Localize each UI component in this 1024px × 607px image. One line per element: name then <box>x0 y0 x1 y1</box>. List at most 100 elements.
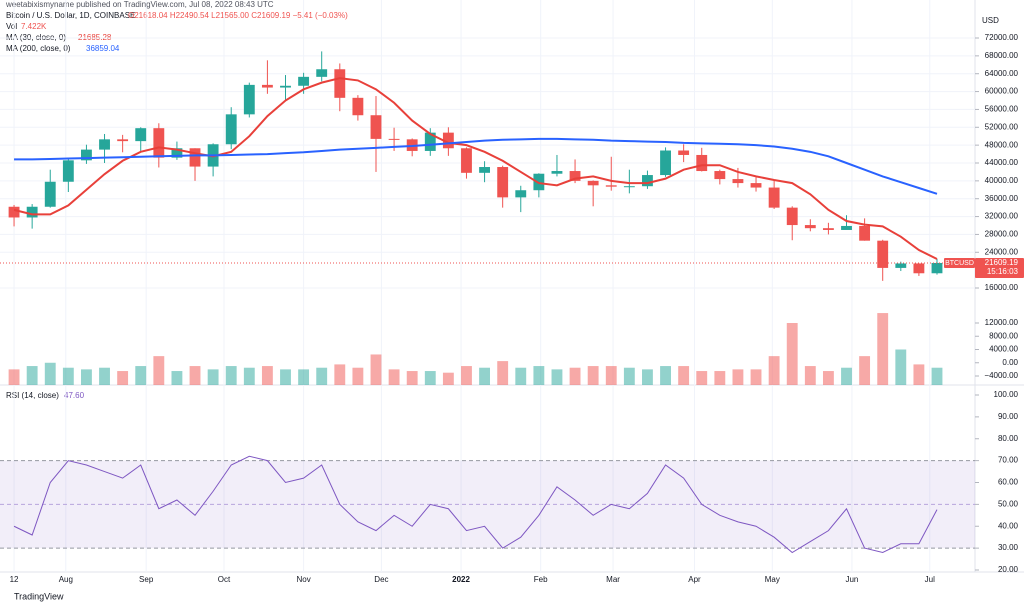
candle-body <box>786 207 798 226</box>
ma-line <box>13 77 938 260</box>
volume-bar <box>660 366 671 385</box>
candle-body <box>442 132 454 149</box>
volume-bar <box>768 356 780 385</box>
rsi-value: 47.60 <box>64 391 85 400</box>
candle-body <box>750 183 762 188</box>
volume-bar <box>99 367 110 385</box>
volume-bar <box>497 361 509 385</box>
candle-body <box>895 263 907 268</box>
volume-bar <box>44 362 56 385</box>
volume-bar <box>696 371 708 385</box>
volume-bar <box>117 371 129 385</box>
price-tag <box>975 257 1024 278</box>
y-tick-label: 60000.00 <box>985 87 1019 96</box>
candle-body <box>822 228 834 230</box>
volume-bar <box>442 372 454 385</box>
volume-bar <box>714 371 726 385</box>
y-tick-label: 48000.00 <box>985 140 1019 149</box>
x-tick-label: Apr <box>688 575 701 584</box>
volume-bar <box>243 367 255 385</box>
candle-body <box>515 190 527 198</box>
volume-bar <box>931 367 943 385</box>
y-tick-label: 16000.00 <box>985 283 1019 292</box>
volume-bar <box>424 371 436 385</box>
y-tick-label: 36000.00 <box>985 194 1019 203</box>
x-tick-label: Sep <box>139 575 154 584</box>
vol-value: 7.422K <box>21 22 47 31</box>
x-tick-label: Jun <box>845 575 858 584</box>
volume-bar <box>388 369 400 385</box>
candle-body <box>931 262 943 274</box>
x-tick-label: 2022 <box>452 575 470 584</box>
volume-bar <box>859 356 871 385</box>
volume-bar <box>298 369 310 385</box>
candle-body <box>26 206 38 218</box>
candle-body <box>280 85 291 88</box>
volume-bar <box>605 366 617 385</box>
volume-bar <box>515 367 527 385</box>
ma200-value: 36859.04 <box>86 44 120 53</box>
volume-bar <box>461 366 472 385</box>
candle-body <box>243 84 255 115</box>
candle-body <box>370 115 382 139</box>
volume-bar <box>569 367 581 385</box>
x-tick-label: May <box>765 575 780 584</box>
candle-body <box>859 225 871 241</box>
volume-bar <box>62 367 74 385</box>
candle-body <box>388 138 400 140</box>
candle-body <box>8 206 20 218</box>
candle-body <box>696 154 708 172</box>
symbol-tag <box>944 257 975 268</box>
candle-body <box>714 171 726 180</box>
candle-body <box>62 160 74 182</box>
volume-bar <box>642 369 653 385</box>
candle-body <box>569 171 581 181</box>
candle-body <box>261 84 273 88</box>
y-tick-label: 40000.00 <box>985 176 1019 185</box>
y-tick-label: 80.00 <box>998 434 1019 443</box>
candle-body <box>841 225 852 230</box>
volume-bar <box>841 367 852 385</box>
candle-body <box>623 186 635 188</box>
symbol-tag-text: BTCUSD <box>945 260 974 267</box>
rsi-label: RSI (14, close) <box>6 391 59 400</box>
x-tick-label: Aug <box>59 575 73 584</box>
volume-bar <box>171 371 183 385</box>
y-tick-label: 68000.00 <box>985 51 1019 60</box>
candle-body <box>461 148 472 173</box>
volume-bar <box>225 366 237 385</box>
y-tick-label: 44000.00 <box>985 158 1019 167</box>
volume-bar <box>804 366 816 385</box>
y-tick-label: 56000.00 <box>985 105 1019 114</box>
y-tick-label: 32000.00 <box>985 212 1019 221</box>
volume-bar <box>822 371 834 385</box>
volume-bar <box>8 369 20 385</box>
y-tick-label: 60.00 <box>998 478 1019 487</box>
y-tick-label: 100.00 <box>994 390 1019 399</box>
symbol: Bitcoin / U.S. Dollar, 1D, COINBASE <box>6 11 135 20</box>
y-tick-label: 72000.00 <box>985 33 1019 42</box>
candle-body <box>424 132 436 151</box>
price-tag-text: 21609.19 <box>985 258 1019 267</box>
currency: USD <box>982 16 999 25</box>
volume-bar <box>81 369 92 385</box>
candle-body <box>605 185 617 187</box>
candle-body <box>551 171 563 174</box>
y-tick-label: 40.00 <box>998 521 1019 530</box>
candle-body <box>913 263 925 274</box>
candle-body <box>732 179 744 184</box>
y-tick-label: 8000.00 <box>989 331 1018 340</box>
y-tick-label: 24000.00 <box>985 247 1019 256</box>
y-tick-label: 70.00 <box>998 456 1019 465</box>
volume-bar <box>135 366 147 385</box>
volume-bar <box>189 366 201 385</box>
candle-body <box>135 128 147 142</box>
y-tick-label: 30.00 <box>998 543 1019 552</box>
candle-body <box>189 148 201 167</box>
candle-body <box>768 187 780 208</box>
volume-bar <box>207 369 219 385</box>
publisher: weetabixismyname published on TradingVie… <box>5 0 274 9</box>
volume-bar <box>678 366 690 385</box>
